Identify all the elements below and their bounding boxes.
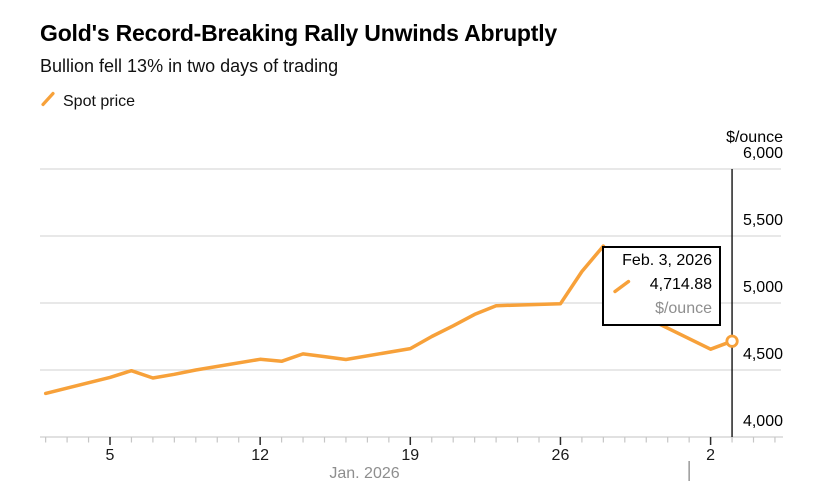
legend: Spot price: [40, 91, 135, 112]
chart-subtitle: Bullion fell 13% in two days of trading: [40, 56, 339, 76]
y-axis-unit-label: $/ounce: [726, 129, 783, 146]
legend-item-spot-price: Spot price: [63, 92, 136, 110]
hover-tooltip: Feb. 3, 2026 4,714.88 $/ounce: [602, 246, 721, 326]
chart-header: Gold's Record-Breaking Rally Unwinds Abr…: [40, 20, 557, 77]
hover-point-marker: [725, 334, 739, 348]
tooltip-unit: $/ounce: [655, 300, 712, 317]
chart-title: Gold's Record-Breaking Rally Unwinds Abr…: [40, 20, 558, 46]
spot-price-slash-icon: [40, 91, 56, 112]
tooltip-slash-icon: [612, 278, 632, 302]
tooltip-date: Feb. 3, 2026: [622, 252, 712, 269]
tooltip-value: 4,714.88: [649, 276, 712, 293]
